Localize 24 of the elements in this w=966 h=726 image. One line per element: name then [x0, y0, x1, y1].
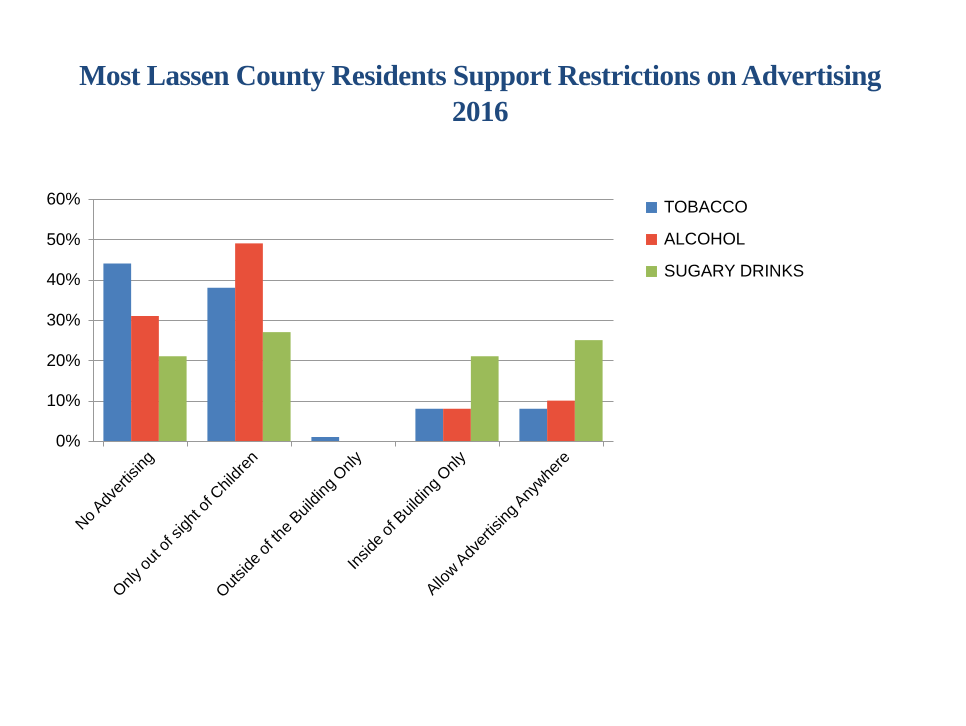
bar	[235, 243, 263, 441]
legend-label: SUGARY DRINKS	[664, 262, 804, 280]
bar	[103, 264, 132, 441]
bar	[207, 288, 236, 441]
bar	[443, 408, 471, 441]
y-tick-label: 60%	[46, 190, 80, 208]
y-tick-label: 30%	[46, 310, 80, 330]
legend-label: TOBACCO	[664, 198, 748, 216]
y-tick-label: 10%	[46, 391, 80, 410]
bar	[519, 408, 548, 441]
y-tick-label: 50%	[46, 230, 80, 249]
bar	[415, 408, 444, 441]
bar	[470, 356, 499, 441]
y-tick-label: 20%	[46, 350, 80, 370]
bar	[158, 356, 187, 441]
bar	[262, 332, 291, 441]
bar	[131, 316, 159, 441]
bar	[574, 340, 603, 441]
bar	[311, 436, 340, 441]
bar	[547, 400, 575, 441]
chart-title: Most Lassen County Residents Support Restrictions on Advertising 2016	[78, 59, 882, 130]
legend-label: ALCOHOL	[664, 230, 746, 248]
y-tick-label: 40%	[46, 270, 80, 290]
y-tick-label: 0%	[56, 432, 80, 450]
